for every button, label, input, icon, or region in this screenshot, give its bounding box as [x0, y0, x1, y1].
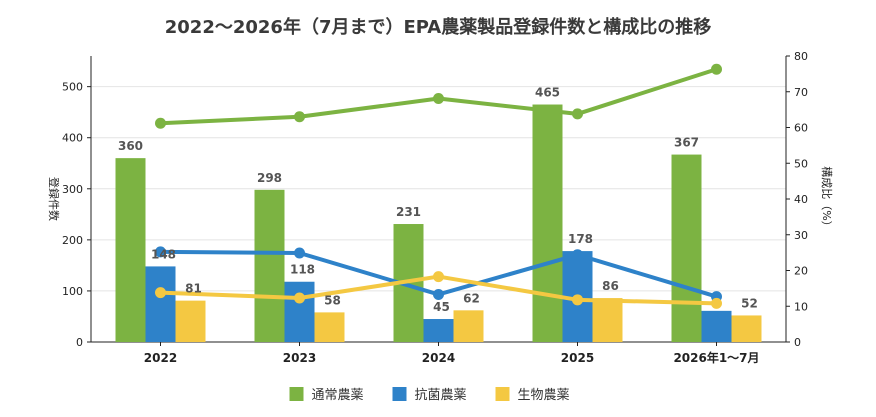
data-label: 45 — [433, 300, 450, 314]
bar — [453, 310, 484, 342]
bar — [175, 300, 206, 342]
chart-title: 2022〜2026年（7月まで）EPA農薬製品登録件数と構成比の推移 — [165, 16, 711, 38]
grid-lines — [91, 86, 786, 292]
bar — [423, 319, 454, 342]
data-label: 178 — [568, 232, 593, 246]
bar — [115, 158, 146, 342]
x-tick-label: 2025 — [561, 351, 594, 365]
legend-swatch — [495, 387, 510, 401]
y2-tick-label: 30 — [794, 229, 808, 242]
data-label: 118 — [290, 263, 315, 277]
bar — [145, 266, 176, 342]
share-point — [155, 287, 166, 299]
y2-tick-label: 70 — [794, 86, 808, 99]
legend: 通常農薬 抗菌農薬 生物農薬 — [289, 387, 570, 403]
share-point — [294, 292, 305, 304]
y-tick-label: 500 — [62, 81, 83, 94]
data-label: 52 — [741, 296, 758, 310]
y2-tick-label: 60 — [794, 122, 808, 135]
data-label: 360 — [118, 139, 143, 153]
share-point — [294, 111, 305, 123]
share-point — [155, 117, 166, 129]
legend-label: 生物農薬 — [518, 388, 570, 403]
x-tick-label: 2026年1〜7月 — [673, 350, 759, 365]
y2-tick-label: 20 — [794, 265, 808, 278]
legend-label: 通常農薬 — [312, 388, 364, 403]
y2-axis-title: 構成比（%） — [820, 166, 833, 231]
y2-tick-label: 0 — [794, 336, 801, 349]
share-point — [433, 288, 444, 300]
bar — [671, 154, 702, 342]
bar — [731, 315, 762, 342]
share-point — [711, 63, 722, 75]
bar — [314, 312, 345, 342]
x-tick-label: 2022 — [144, 351, 177, 365]
x-tick-label: 2023 — [283, 351, 316, 365]
y-tick-label: 100 — [62, 285, 83, 298]
y2-tick-label: 10 — [794, 300, 808, 313]
data-label: 81 — [185, 282, 202, 296]
y2-tick-label: 40 — [794, 193, 808, 206]
y-tick-label: 200 — [62, 234, 83, 247]
data-label: 58 — [324, 293, 341, 307]
y-tick-label: 400 — [62, 132, 83, 145]
legend-swatch — [289, 387, 304, 401]
data-label: 86 — [602, 279, 619, 293]
share-point — [572, 108, 583, 120]
data-label: 148 — [151, 247, 176, 261]
y-tick-label: 0 — [76, 336, 83, 349]
share-point — [433, 93, 444, 105]
share-point — [711, 297, 722, 309]
share-point — [572, 249, 583, 261]
bar — [701, 310, 732, 342]
share-point — [433, 271, 444, 283]
x-tick-label: 2024 — [422, 351, 455, 365]
share-point — [572, 294, 583, 306]
share-point — [294, 247, 305, 259]
bar — [254, 189, 285, 342]
data-label: 62 — [463, 291, 480, 305]
share-lines — [155, 63, 722, 309]
y2-tick-label: 50 — [794, 157, 808, 170]
data-labels: 360 148 81 298 118 58 231 45 62 465 178 86 367 52 — [118, 86, 758, 314]
bar — [532, 104, 563, 343]
data-label: 298 — [257, 171, 282, 185]
legend-swatch — [392, 387, 407, 401]
bar — [284, 281, 315, 342]
legend-label: 抗菌農薬 — [415, 388, 467, 403]
data-label: 465 — [535, 86, 560, 100]
y-axis-title: 登録件数 — [47, 177, 61, 221]
y2-tick-label: 80 — [794, 50, 808, 63]
y-tick-label: 300 — [62, 183, 83, 196]
data-label: 231 — [396, 205, 421, 219]
bar — [592, 298, 623, 342]
share-point — [155, 246, 166, 258]
bars — [115, 104, 762, 343]
data-label: 367 — [674, 136, 699, 150]
